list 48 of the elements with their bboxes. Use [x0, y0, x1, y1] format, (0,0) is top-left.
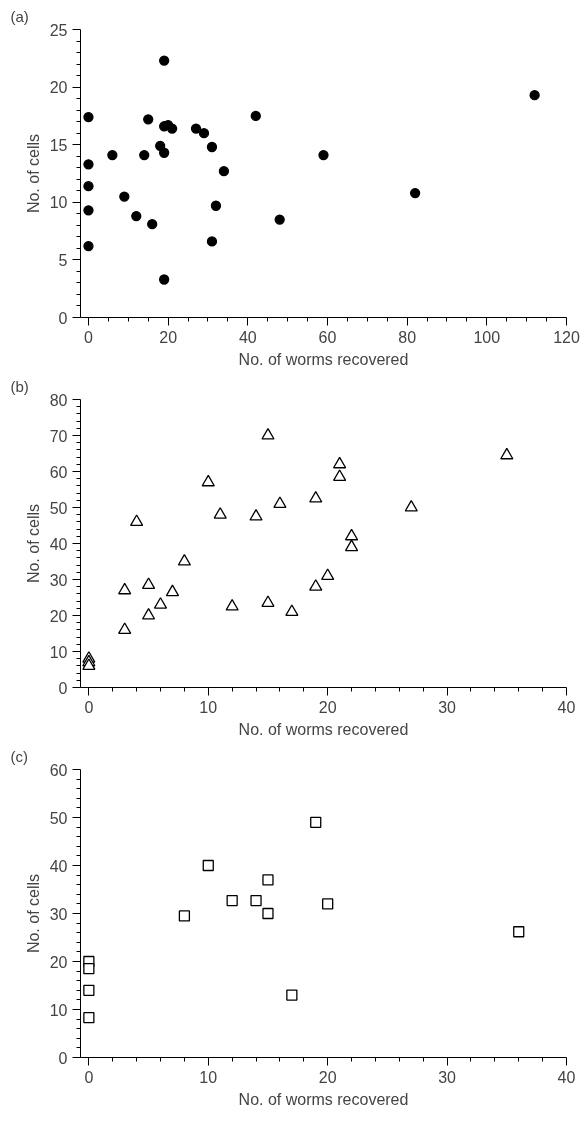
x-tick-label: 60 — [318, 328, 337, 346]
x-tick-label: 20 — [318, 698, 337, 716]
x-tick-label: 0 — [84, 698, 94, 716]
y-tick-label: 0 — [58, 679, 68, 697]
x-tick-label: 30 — [438, 1068, 457, 1086]
y-tick-label: 60 — [49, 463, 68, 481]
y-tick-label: 40 — [49, 857, 68, 875]
y-tick-label: 80 — [49, 391, 68, 409]
chart-title: (a) — [10, 7, 29, 25]
x-tick-label: 40 — [557, 698, 576, 716]
y-tick-label: 40 — [49, 535, 68, 553]
y-tick-label: 30 — [49, 905, 68, 923]
x-tick-label: 30 — [438, 698, 457, 716]
x-tick-label: 10 — [199, 698, 218, 716]
y-tick-label: 20 — [49, 607, 68, 625]
x-tick-label: 80 — [398, 328, 417, 346]
y-tick-label: 0 — [58, 1049, 68, 1067]
y-axis-title: No. of cells — [24, 133, 42, 214]
y-tick-label: 50 — [49, 499, 68, 517]
y-tick-label: 25 — [49, 21, 68, 39]
x-tick-label: 0 — [84, 1068, 94, 1086]
x-tick-label: 0 — [84, 328, 94, 346]
y-tick-label: 0 — [58, 309, 68, 327]
y-tick-label: 15 — [49, 136, 68, 154]
y-tick-label: 20 — [49, 79, 68, 97]
y-axis-title: No. of cells — [24, 873, 42, 954]
x-tick-label: 120 — [553, 328, 580, 346]
y-axis-title: No. of cells — [24, 503, 42, 584]
chart-title: (c) — [10, 747, 28, 765]
y-tick-label: 70 — [49, 427, 68, 445]
y-tick-label: 20 — [49, 953, 68, 971]
y-tick-label: 50 — [49, 809, 68, 827]
x-axis-title: No. of worms recovered — [238, 720, 409, 738]
x-tick-label: 40 — [238, 328, 257, 346]
y-tick-label: 10 — [49, 1001, 68, 1019]
y-tick-label: 10 — [49, 643, 68, 661]
x-tick-label: 10 — [199, 1068, 218, 1086]
x-axis-title: No. of worms recovered — [238, 1090, 409, 1108]
x-tick-label: 40 — [557, 1068, 576, 1086]
y-tick-label: 30 — [49, 571, 68, 589]
chart-title: (b) — [10, 377, 29, 395]
y-tick-label: 10 — [49, 194, 68, 212]
x-tick-label: 20 — [318, 1068, 337, 1086]
y-tick-label: 5 — [58, 251, 68, 269]
x-axis-title: No. of worms recovered — [238, 350, 409, 368]
x-tick-label: 100 — [473, 328, 501, 346]
x-tick-label: 20 — [159, 328, 178, 346]
y-tick-label: 60 — [49, 761, 68, 779]
